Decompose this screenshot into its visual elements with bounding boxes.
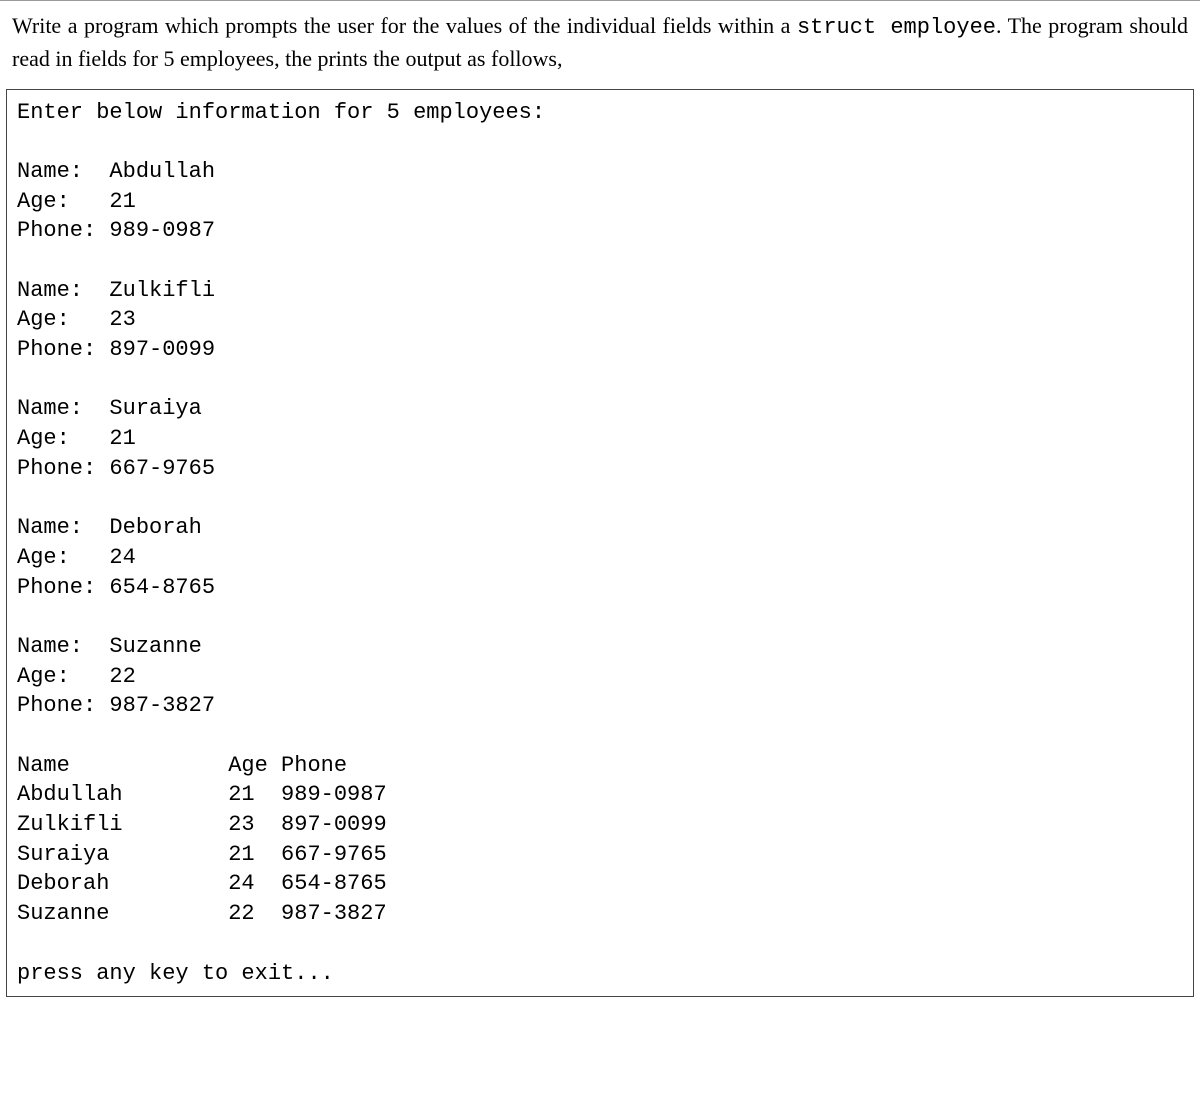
summary-table: Name Age Phone Abdullah 21 989-0987 Zulk… [17,753,387,926]
instruction-code-1: struct employee [797,15,996,40]
instruction-paragraph: Write a program which prompts the user f… [0,1,1200,89]
console-output: Enter below information for 5 employees:… [6,89,1194,998]
page-container: Write a program which prompts the user f… [0,0,1200,997]
instruction-text-1: Write a program which prompts the user f… [12,13,797,38]
output-header: Enter below information for 5 employees: [17,100,545,125]
output-footer: press any key to exit... [17,961,334,986]
entry-block: Name: Abdullah Age: 21 Phone: 989-0987 N… [17,159,215,718]
